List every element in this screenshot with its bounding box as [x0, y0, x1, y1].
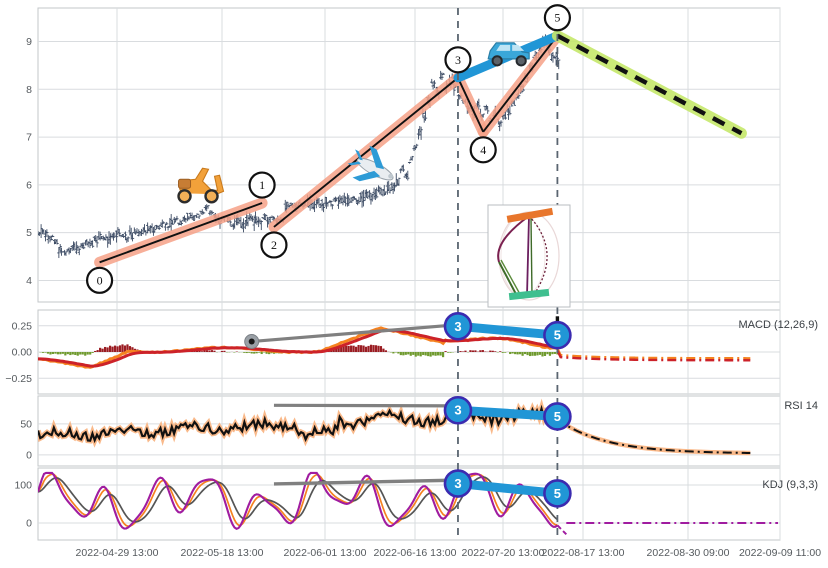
- xtick-label: 2022-06-16 13:00: [374, 547, 457, 559]
- price-ytick-label: 9: [26, 36, 32, 48]
- rsi-marker-3[interactable]: 3: [443, 395, 473, 425]
- kdj-j-line: [38, 471, 559, 530]
- rsi-panel-label: RSI 14: [784, 400, 818, 412]
- macd-ytick-label: 0.25: [12, 320, 33, 332]
- price-ytick-label: 7: [26, 132, 32, 144]
- price-ytick-label: 6: [26, 179, 32, 191]
- macd-panel-label: MACD (12,26,9): [739, 319, 818, 331]
- trend-segment-core: [482, 35, 559, 133]
- kdj-k-line: [38, 473, 558, 528]
- trend-segment-core: [273, 77, 459, 228]
- pivot-marker-1[interactable]: 1: [248, 171, 276, 199]
- panel-labels: MACD (12,26,9) RSI 14 KDJ (9,3,3): [739, 319, 818, 491]
- kdj-ytick-label: 100: [14, 480, 32, 492]
- macd-forecast-dif: [556, 348, 751, 360]
- xtick-label: 2022-09-09 11:00: [739, 547, 821, 559]
- kdj-marker-5[interactable]: 5: [543, 479, 572, 508]
- pivot-marker-label: 2: [271, 238, 277, 252]
- kdj-marker-connector: [453, 479, 562, 498]
- xtick-label: 2022-05-18 13:00: [181, 547, 264, 559]
- rsi-ytick-label: 0: [26, 449, 32, 461]
- marker-label: 5: [554, 328, 561, 343]
- airplane-icon: [347, 145, 394, 182]
- pivot-marker-2[interactable]: 2: [260, 231, 288, 259]
- rsi-forecast-line: [556, 418, 751, 454]
- macd-forecast-dea: [556, 350, 751, 362]
- macd-ytick-label: 0.00: [12, 347, 33, 359]
- macd-dea-line: [38, 328, 558, 368]
- marker-label: 3: [454, 403, 461, 418]
- rsi-ytick-label: 50: [20, 418, 32, 430]
- xtick-label: 2022-08-17 13:00: [542, 547, 625, 559]
- marker-label: 5: [554, 409, 561, 424]
- xtick-label: 2022-06-01 13:00: [284, 547, 367, 559]
- macd-marker-connector: [453, 321, 562, 340]
- xtick-label: 2022-07-20 13:00: [462, 547, 545, 559]
- pivot-marker-label: 5: [554, 11, 560, 25]
- pivot-marker-0[interactable]: 0: [85, 266, 114, 294]
- pivot-marker-3[interactable]: 3: [444, 46, 472, 74]
- marker-label: 3: [454, 319, 461, 334]
- pivot-marker-label: 3: [455, 53, 461, 67]
- macd-marker-5[interactable]: 5: [543, 320, 572, 350]
- pattern-inset[interactable]: [487, 204, 571, 308]
- price-ytick-label: 8: [26, 84, 32, 96]
- pivot-marker-5[interactable]: 5: [543, 4, 572, 32]
- kdj-panel-label: KDJ (9,3,3): [762, 479, 818, 491]
- rsi-marker-connector: [453, 405, 562, 421]
- forecast-line-dash: [556, 33, 743, 136]
- xtick-label: 2022-08-30 09:00: [647, 547, 730, 559]
- macd-ytick-label: −0.25: [5, 373, 32, 385]
- scooter-icon: [177, 167, 225, 204]
- rsi-grey-trendline: [273, 403, 458, 408]
- trend-segment-core: [99, 202, 263, 264]
- price-ytick-label: 4: [26, 275, 32, 287]
- pivot-marker-label: 1: [259, 178, 265, 192]
- pivot-marker-label: 0: [97, 273, 103, 287]
- kdj-forecast-drop: [556, 524, 568, 536]
- pivot-marker-label: 4: [480, 143, 486, 157]
- marker-label: 3: [454, 476, 461, 491]
- macd-panel: [38, 326, 751, 369]
- rsi-marker-5[interactable]: 5: [543, 402, 572, 431]
- pivot-marker-4[interactable]: 4: [469, 136, 497, 164]
- car-icon: [487, 42, 530, 67]
- kdj-marker-3[interactable]: 3: [443, 469, 473, 498]
- xtick-label: 2022-04-29 13:00: [76, 547, 159, 559]
- macd-marker-3[interactable]: 3: [443, 311, 473, 341]
- price-ytick-label: 5: [26, 227, 32, 239]
- macd-grey-trendline: [251, 323, 459, 344]
- kdj-ytick-label: 0: [26, 517, 32, 529]
- annotation-overlay: 0 1 2 3 4 5 3 5 3 5 3 5: [85, 4, 747, 540]
- trend-segment-core: [457, 77, 485, 133]
- kdj-grey-trendline: [273, 478, 459, 486]
- marker-label: 5: [554, 486, 561, 501]
